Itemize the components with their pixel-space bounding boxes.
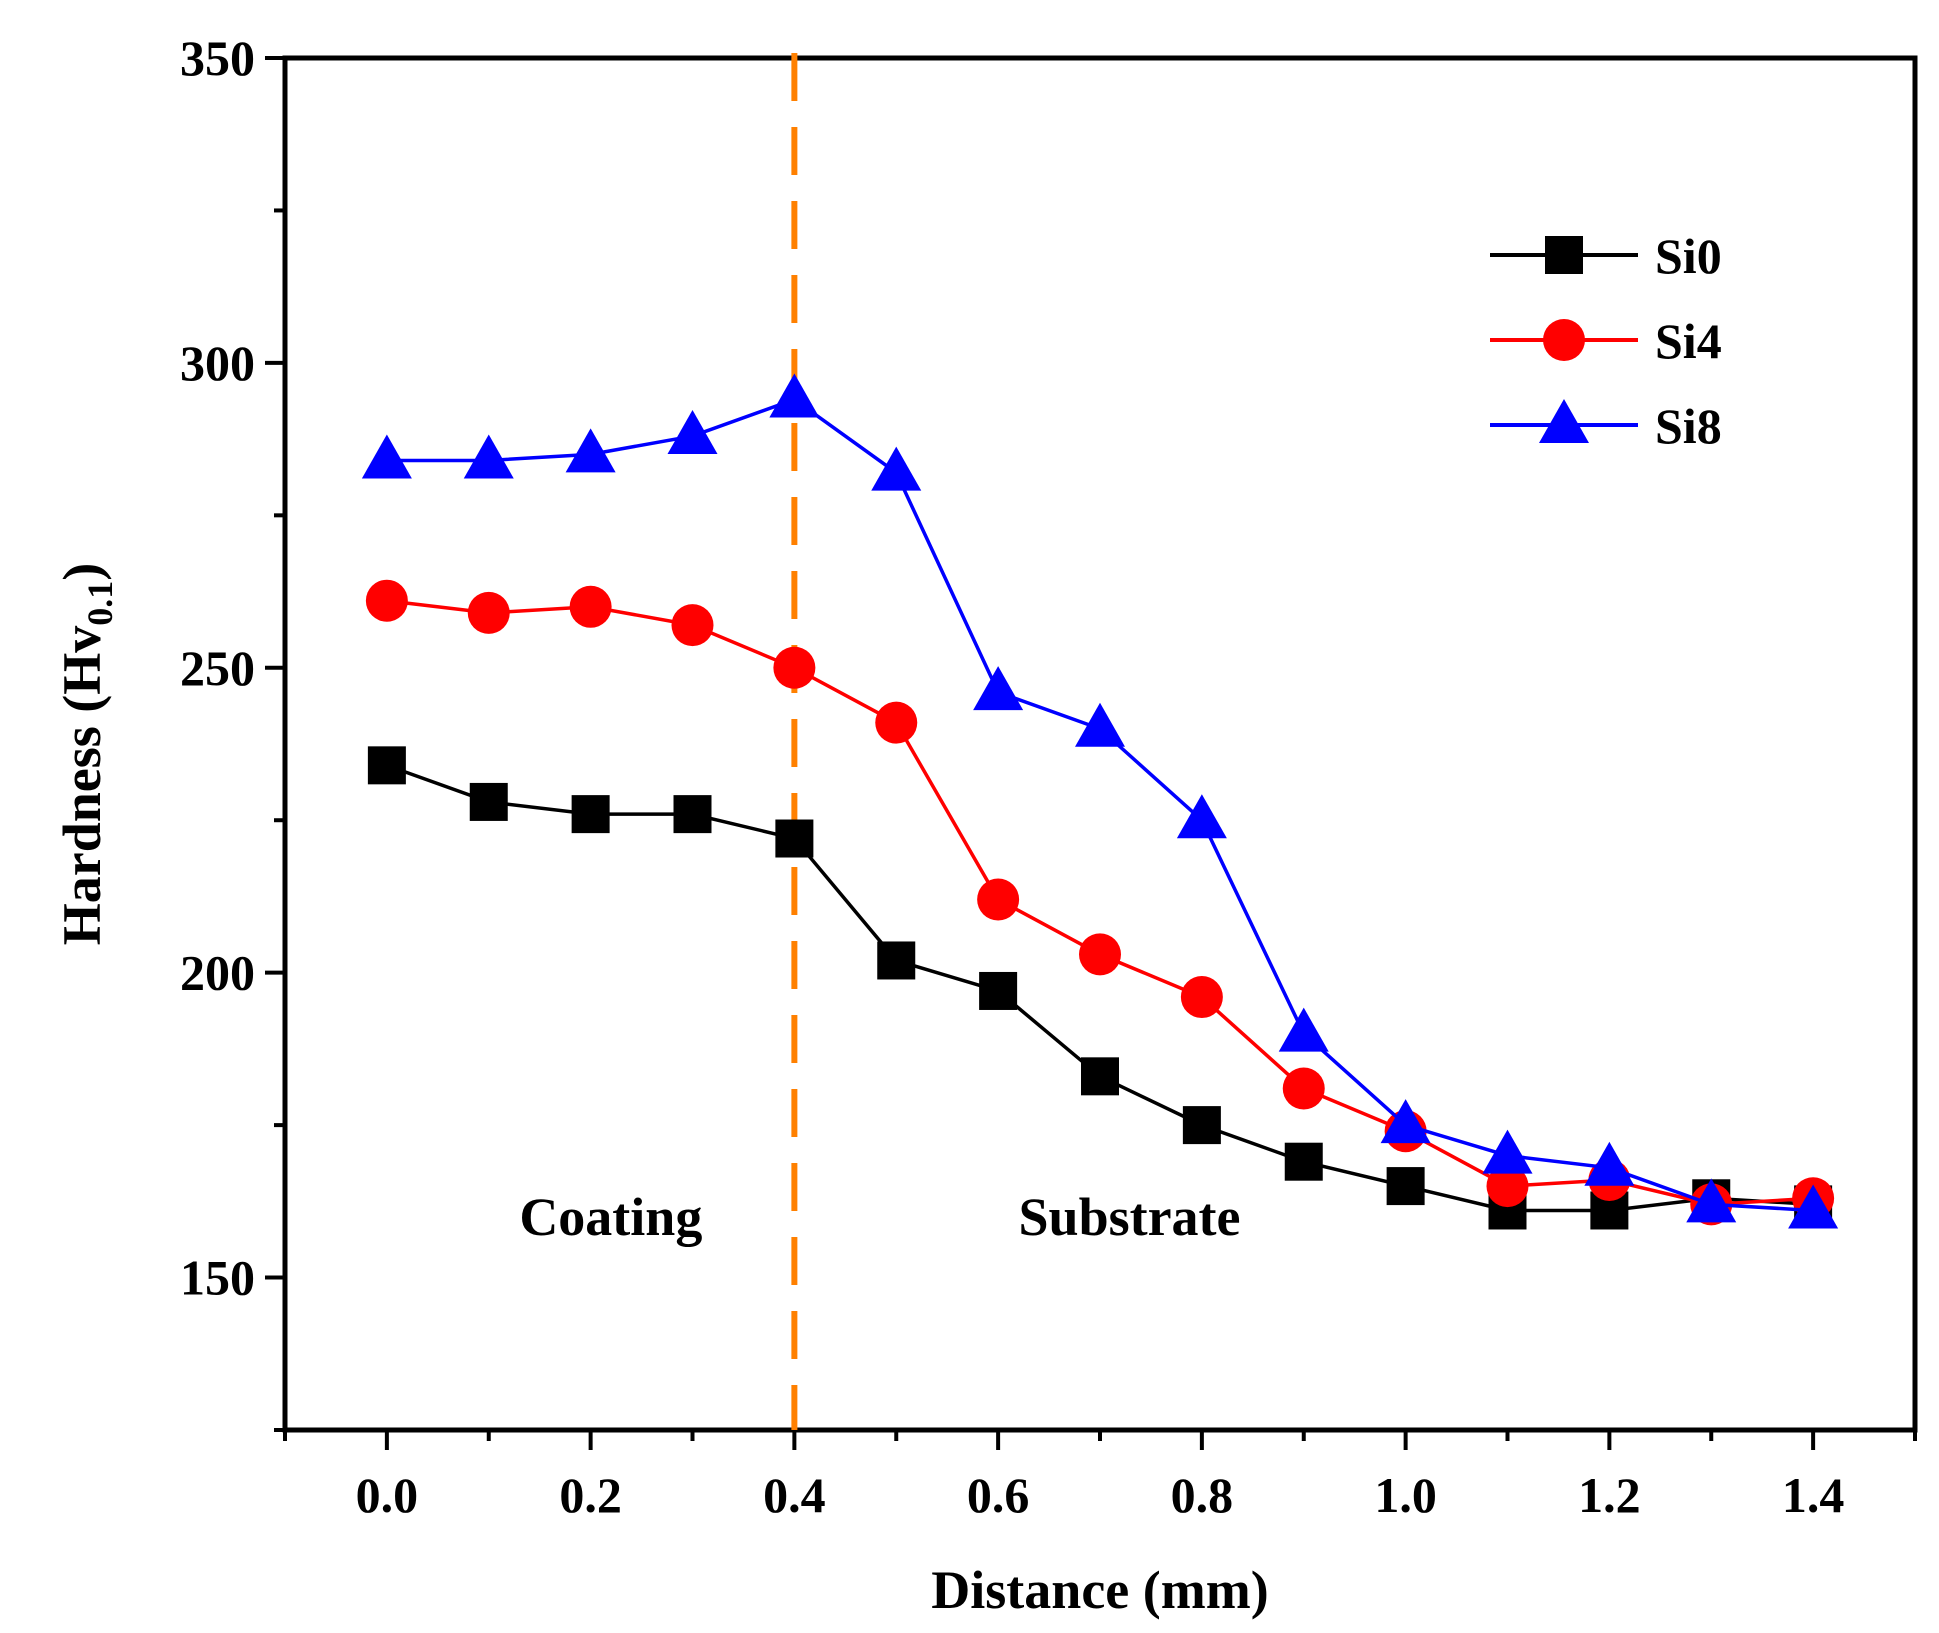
legend-item-si4: Si4	[1490, 313, 1722, 369]
x-tick-label: 1.0	[1374, 1467, 1437, 1523]
y-tick-label: 250	[180, 640, 255, 696]
legend-swatch-marker	[1545, 236, 1583, 274]
series-line	[386, 598, 1814, 1207]
data-point	[667, 410, 718, 455]
data-point	[973, 666, 1024, 711]
data-point	[571, 795, 610, 834]
x-tick-label: 0.0	[356, 1467, 419, 1523]
x-tick-label: 1.4	[1782, 1467, 1845, 1523]
data-point	[671, 604, 714, 647]
y-axis-title-close: )	[52, 563, 112, 581]
data-point	[1686, 1178, 1737, 1223]
legend-label: Si4	[1655, 313, 1722, 369]
data-point	[1278, 1007, 1329, 1052]
data-point	[769, 373, 820, 418]
data-point	[1176, 794, 1227, 839]
y-tick-label: 300	[180, 335, 255, 391]
data-point	[1584, 1141, 1635, 1186]
data-point	[775, 819, 814, 858]
legend-item-si0: Si0	[1490, 228, 1722, 284]
data-point	[875, 701, 918, 744]
data-point	[1380, 1099, 1431, 1144]
data-point	[1180, 976, 1223, 1019]
data-point	[1079, 933, 1121, 976]
y-tick-label: 150	[180, 1250, 255, 1306]
data-point	[569, 585, 612, 628]
x-tick-label: 0.6	[967, 1467, 1030, 1523]
y-tick-label: 200	[180, 945, 255, 1001]
series-si8	[361, 373, 1839, 1229]
data-point	[467, 591, 510, 634]
annotation-substrate: Substrate	[1019, 1187, 1241, 1247]
data-point	[361, 434, 412, 479]
data-point	[1081, 1057, 1119, 1096]
x-tick-label: 0.8	[1171, 1467, 1234, 1523]
data-point	[1386, 1167, 1425, 1206]
data-point	[565, 428, 616, 473]
data-point	[1482, 1129, 1533, 1174]
data-point	[469, 782, 508, 821]
legend-label: Si8	[1655, 398, 1722, 454]
x-tick-label: 0.4	[763, 1467, 826, 1523]
legend: Si0 Si4 Si8	[1490, 228, 1722, 454]
y-axis-title: Hardness (Hv0.1)	[52, 563, 120, 946]
annotation-coating: Coating	[519, 1187, 702, 1247]
data-point	[1788, 1184, 1839, 1229]
x-tick-label: 1.2	[1578, 1467, 1641, 1523]
legend-label: Si0	[1655, 228, 1722, 284]
legend-swatch-marker	[1539, 399, 1589, 443]
data-point	[1182, 1106, 1221, 1145]
data-point	[673, 795, 712, 834]
data-point	[871, 446, 922, 491]
data-point	[1284, 1142, 1323, 1181]
legend-swatch-marker	[1543, 319, 1585, 361]
data-point	[977, 878, 1020, 921]
data-point	[1282, 1067, 1325, 1110]
x-tick-label: 0.2	[559, 1467, 622, 1523]
legend-item-si8: Si8	[1490, 398, 1722, 454]
y-axis-title-main: Hardness (Hv	[52, 626, 112, 946]
data-point	[979, 971, 1018, 1010]
y-tick-label: 350	[180, 30, 255, 86]
data-point	[877, 941, 916, 980]
x-axis-title: Distance (mm)	[931, 1560, 1268, 1620]
data-point	[365, 579, 408, 622]
data-point	[773, 646, 816, 689]
data-point	[367, 746, 406, 785]
data-point	[1486, 1165, 1529, 1208]
y-axis-title-sub: 0.1	[80, 581, 120, 626]
data-point	[463, 434, 514, 479]
data-point	[1075, 702, 1125, 747]
series-si4	[365, 579, 1835, 1226]
